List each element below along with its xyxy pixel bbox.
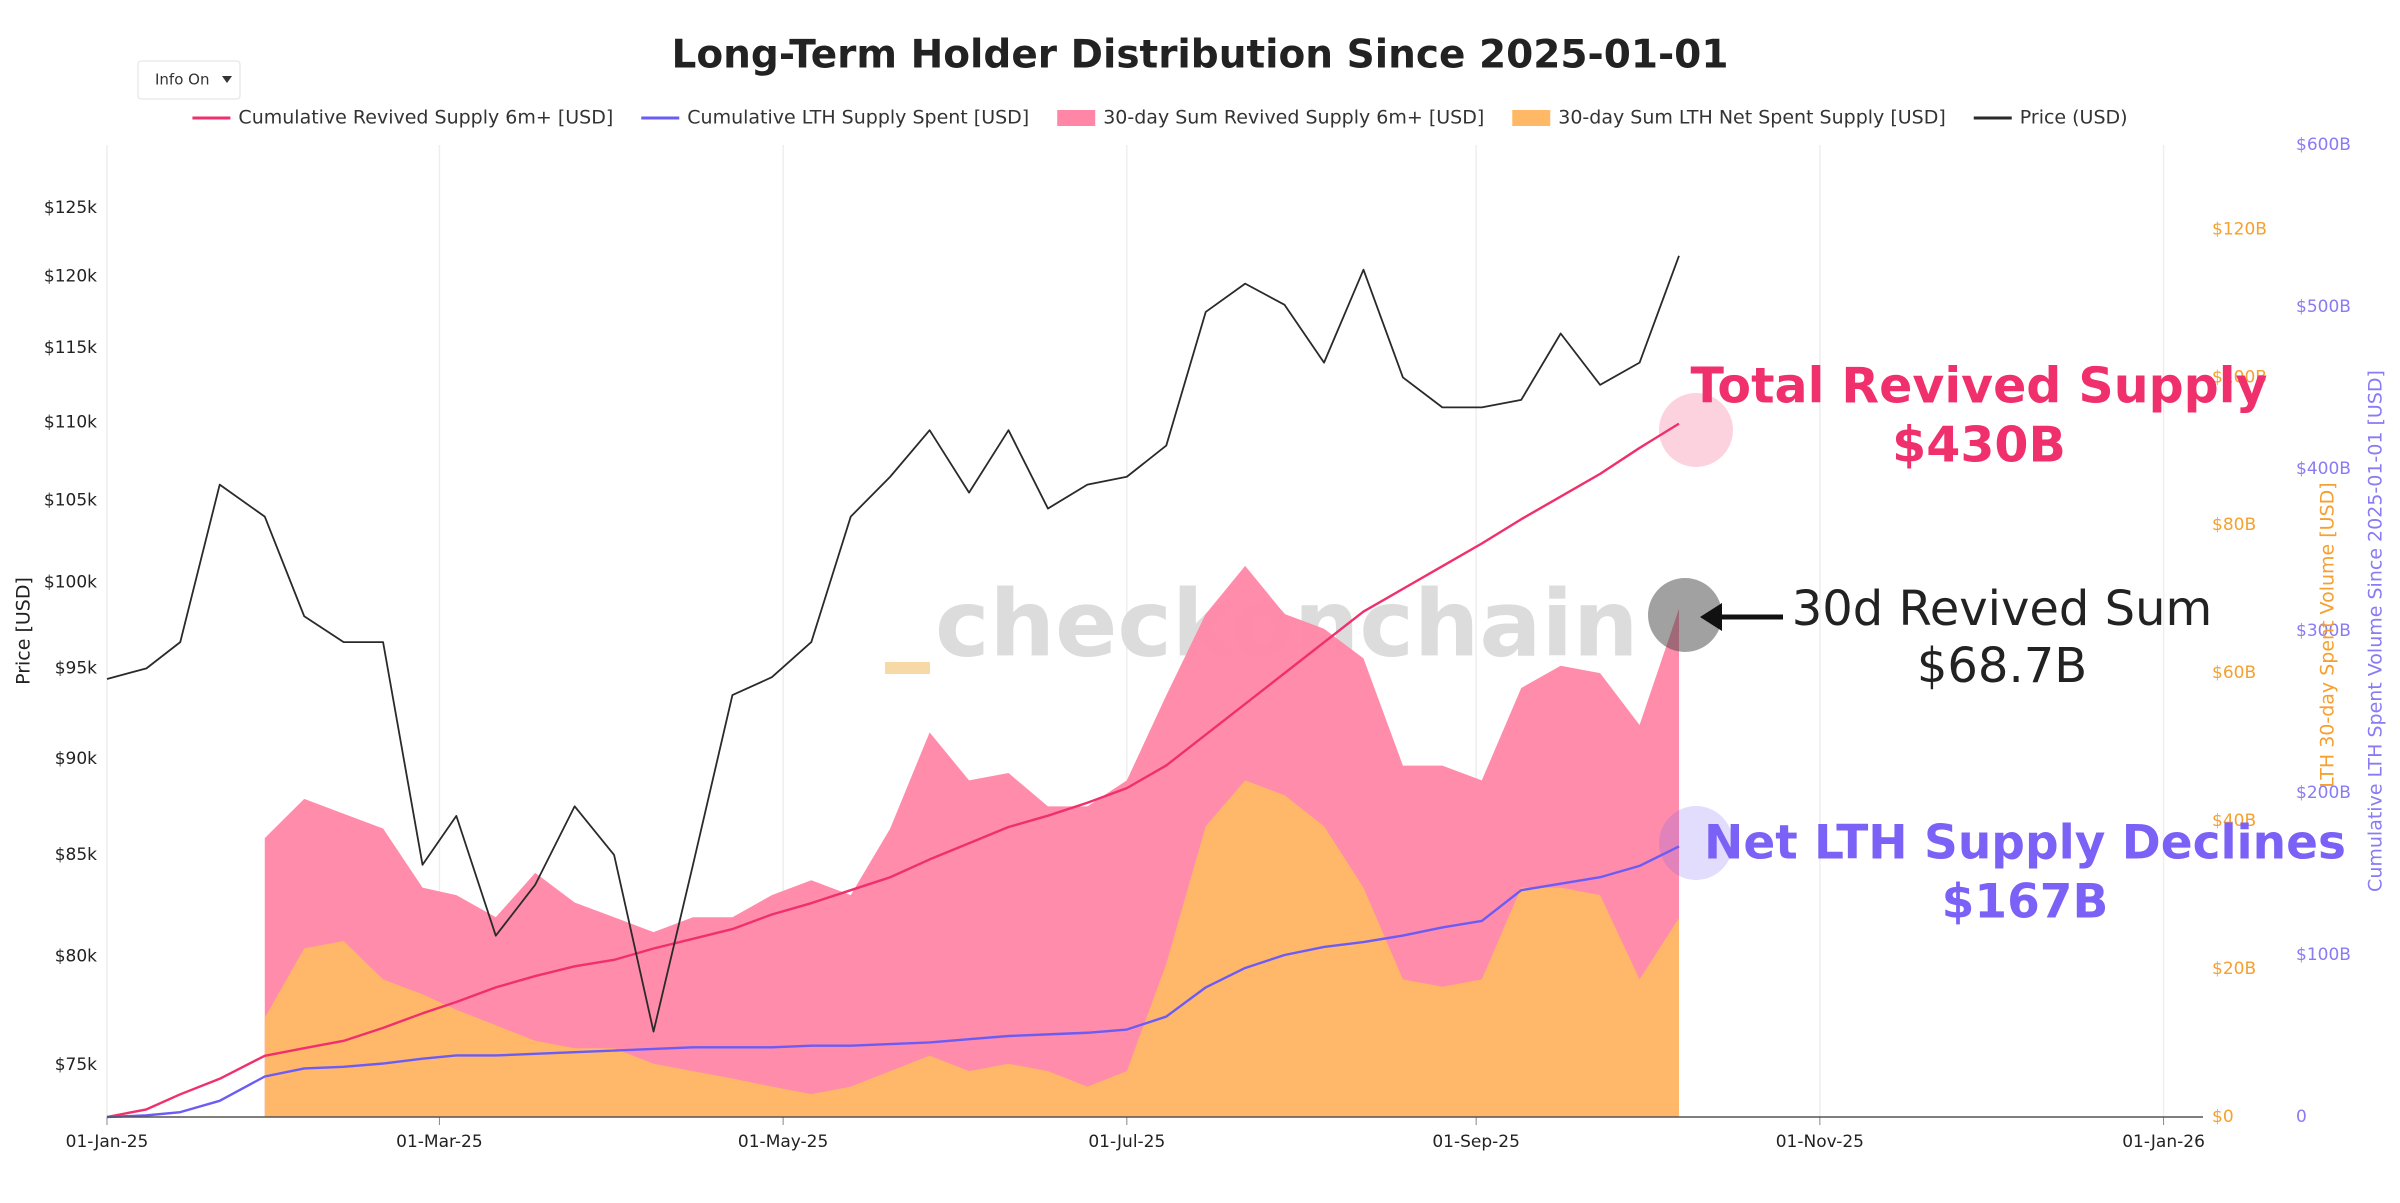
legend-label: Price (USD)	[2020, 107, 2128, 129]
x-tick-label: 01-Mar-25	[396, 1132, 483, 1152]
y-tick-label: $400B	[2296, 459, 2351, 479]
legend-label: 30-day Sum LTH Net Spent Supply [USD]	[1558, 107, 1946, 129]
y-tick-label: $90k	[55, 749, 97, 769]
highlight-circle	[1659, 806, 1733, 880]
axes: 01-Jan-25 01-Mar-25 01-May-25 01-Jul-25 01-S…	[13, 135, 2387, 1152]
y-tick-label: $120B	[2212, 219, 2267, 239]
y-tick-label: $20B	[2212, 959, 2256, 979]
info-toggle-label[interactable]: Info On	[155, 71, 209, 89]
y-tick-label: $115k	[44, 338, 97, 358]
y-tick-label: 0	[2296, 1107, 2307, 1127]
annotation-value: $167B	[1942, 875, 2109, 930]
y-axis-title: Price [USD]	[13, 577, 35, 685]
annotations: Total Revived Supply $430B 30d Revived S…	[1648, 358, 2346, 930]
chart-title: Long-Term Holder Distribution Since 2025…	[672, 33, 1729, 78]
y-tick-label: $95k	[55, 658, 97, 678]
y-tick-label: $0	[2212, 1107, 2234, 1127]
x-tick-label: 01-Nov-25	[1776, 1132, 1864, 1152]
y3-axis-title: Cumulative LTH Spent Volume Since 2025-0…	[2365, 370, 2387, 892]
x-tick-label: 01-Jan-25	[66, 1132, 149, 1152]
y-tick-label: $600B	[2296, 135, 2351, 155]
area	[264, 780, 1679, 1117]
y-tick-label: $75k	[55, 1055, 97, 1075]
y-tick-label: $100B	[2212, 367, 2267, 387]
highlight-circle	[1648, 578, 1722, 652]
y-tick-label: $100k	[44, 572, 97, 592]
y-tick-label: $85k	[55, 845, 97, 865]
y-tick-label: $60B	[2212, 663, 2256, 683]
legend-swatch	[1512, 110, 1551, 126]
y-tick-label: $500B	[2296, 297, 2351, 317]
y-tick-label: $105k	[44, 491, 97, 511]
x-tick-label: 01-Sep-25	[1432, 1132, 1520, 1152]
annotation-value: $68.7B	[1917, 638, 2087, 694]
dropdown-arrow[interactable]	[222, 76, 232, 83]
line	[106, 845, 1680, 1119]
y-tick-label: $300B	[2296, 621, 2351, 641]
x-tick-label: 01-Jul-25	[1088, 1132, 1165, 1152]
annotation-text: Net LTH Supply Declines	[1704, 816, 2346, 871]
y2-axis-title: LTH 30-day Spent Volume [USD]	[2317, 482, 2339, 787]
y-tick-label: $80k	[55, 947, 97, 967]
legend-label: 30-day Sum Revived Supply 6m+ [USD]	[1103, 107, 1484, 129]
x-tick-label: 01-May-25	[738, 1132, 828, 1152]
legend-label: Cumulative Revived Supply 6m+ [USD]	[238, 107, 613, 129]
line	[106, 255, 1680, 1033]
legend: Cumulative Revived Supply 6m+ [USD] Cumul…	[192, 107, 2128, 129]
annotation-text: 30d Revived Sum	[1792, 581, 2213, 637]
legend-swatch	[1057, 110, 1096, 126]
y-tick-label: $40B	[2212, 811, 2256, 831]
line	[106, 422, 1680, 1119]
legend-label: Cumulative LTH Supply Spent [USD]	[687, 107, 1029, 129]
y-tick-label: $125k	[44, 198, 97, 218]
info-toggle[interactable]: Info On	[137, 60, 241, 100]
y-tick-label: $110k	[44, 413, 97, 433]
lines	[106, 255, 1680, 1119]
annotation-arrowhead	[1700, 603, 1722, 631]
y-tick-label: $120k	[44, 267, 97, 287]
annotation-value: $430B	[1892, 417, 2066, 474]
annotation-text: Total Revived Supply	[1691, 358, 2268, 415]
x-tick-label: 01-Jan-26	[2122, 1132, 2205, 1152]
highlight-circle	[1659, 393, 1733, 467]
y-tick-label: $80B	[2212, 515, 2256, 535]
y-tick-label: $200B	[2296, 783, 2351, 803]
y-tick-label: $100B	[2296, 945, 2351, 965]
info-toggle-box[interactable]	[137, 60, 241, 100]
watermark-underscore	[885, 662, 930, 674]
